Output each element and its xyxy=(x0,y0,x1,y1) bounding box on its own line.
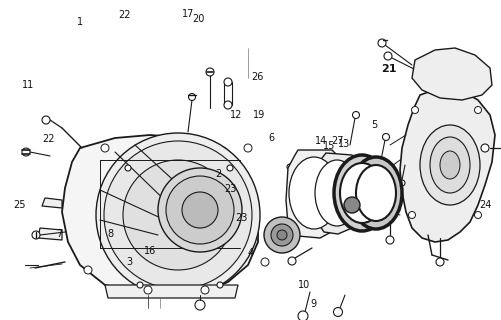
Circle shape xyxy=(385,236,393,244)
Ellipse shape xyxy=(355,165,395,221)
Text: 16: 16 xyxy=(143,246,155,256)
Text: 1: 1 xyxy=(77,17,83,27)
Polygon shape xyxy=(42,198,62,208)
Circle shape xyxy=(287,164,293,170)
Ellipse shape xyxy=(333,155,389,231)
Text: 6: 6 xyxy=(268,132,274,143)
Text: 4: 4 xyxy=(247,248,254,258)
Circle shape xyxy=(125,165,131,171)
Circle shape xyxy=(435,258,443,266)
Text: 21: 21 xyxy=(381,64,396,74)
Text: 17: 17 xyxy=(182,9,194,20)
Polygon shape xyxy=(313,153,359,234)
Text: 12: 12 xyxy=(229,110,241,120)
Text: 7: 7 xyxy=(56,228,62,239)
Circle shape xyxy=(398,180,404,186)
Circle shape xyxy=(457,84,464,92)
Polygon shape xyxy=(62,135,258,294)
Circle shape xyxy=(352,111,359,118)
Text: 13: 13 xyxy=(337,139,349,149)
Ellipse shape xyxy=(158,168,241,252)
Circle shape xyxy=(333,308,342,316)
Circle shape xyxy=(473,212,480,219)
Text: 23: 23 xyxy=(234,212,246,223)
Circle shape xyxy=(389,200,399,210)
Ellipse shape xyxy=(271,224,293,246)
Circle shape xyxy=(226,165,232,171)
Circle shape xyxy=(473,107,480,114)
Ellipse shape xyxy=(264,217,300,253)
Text: 23: 23 xyxy=(224,184,236,194)
Circle shape xyxy=(137,282,143,288)
Ellipse shape xyxy=(419,125,479,205)
Ellipse shape xyxy=(429,137,469,193)
Ellipse shape xyxy=(289,157,338,229)
Circle shape xyxy=(42,116,50,124)
Text: 22: 22 xyxy=(118,10,130,20)
Text: 8: 8 xyxy=(107,228,113,239)
Circle shape xyxy=(261,258,269,266)
Polygon shape xyxy=(411,48,491,100)
Ellipse shape xyxy=(123,160,232,270)
Circle shape xyxy=(408,212,415,219)
Ellipse shape xyxy=(104,141,252,289)
Ellipse shape xyxy=(314,160,358,226)
Circle shape xyxy=(383,52,391,60)
Circle shape xyxy=(411,107,418,114)
Text: 15: 15 xyxy=(322,140,334,151)
Text: 27: 27 xyxy=(331,136,343,146)
Ellipse shape xyxy=(349,157,401,229)
Text: 24: 24 xyxy=(479,200,491,210)
Circle shape xyxy=(428,84,435,92)
Ellipse shape xyxy=(166,176,233,244)
Circle shape xyxy=(480,144,488,152)
Text: 22: 22 xyxy=(43,134,55,144)
Ellipse shape xyxy=(182,192,217,228)
Polygon shape xyxy=(286,150,341,238)
Text: 10: 10 xyxy=(297,280,309,290)
Circle shape xyxy=(188,93,195,100)
Polygon shape xyxy=(223,82,231,105)
Text: 9: 9 xyxy=(310,299,316,309)
Text: 26: 26 xyxy=(251,72,263,82)
Circle shape xyxy=(216,282,222,288)
Circle shape xyxy=(84,266,92,274)
Circle shape xyxy=(205,68,213,76)
Circle shape xyxy=(223,78,231,86)
Circle shape xyxy=(243,144,252,152)
Ellipse shape xyxy=(277,230,287,240)
Text: 14: 14 xyxy=(315,136,327,146)
Text: 2: 2 xyxy=(215,169,221,180)
Circle shape xyxy=(22,148,30,156)
Text: 11: 11 xyxy=(22,80,34,90)
Text: 18: 18 xyxy=(275,238,287,248)
Text: 25: 25 xyxy=(13,200,25,210)
Ellipse shape xyxy=(96,133,260,297)
Ellipse shape xyxy=(439,151,459,179)
Text: 21: 21 xyxy=(390,184,402,194)
Circle shape xyxy=(200,286,208,294)
Circle shape xyxy=(223,101,231,109)
Text: 3: 3 xyxy=(126,257,132,268)
Text: 20: 20 xyxy=(192,14,204,24)
Circle shape xyxy=(101,144,109,152)
Circle shape xyxy=(298,311,308,320)
Ellipse shape xyxy=(343,197,359,213)
Circle shape xyxy=(288,257,296,265)
Ellipse shape xyxy=(339,163,383,223)
Polygon shape xyxy=(399,88,494,242)
Circle shape xyxy=(382,133,389,140)
Circle shape xyxy=(144,286,152,294)
Text: 5: 5 xyxy=(370,120,376,130)
Text: 19: 19 xyxy=(253,110,265,120)
Polygon shape xyxy=(105,285,237,298)
Polygon shape xyxy=(38,228,62,240)
Circle shape xyxy=(377,39,385,47)
Circle shape xyxy=(194,300,204,310)
Circle shape xyxy=(32,231,40,239)
